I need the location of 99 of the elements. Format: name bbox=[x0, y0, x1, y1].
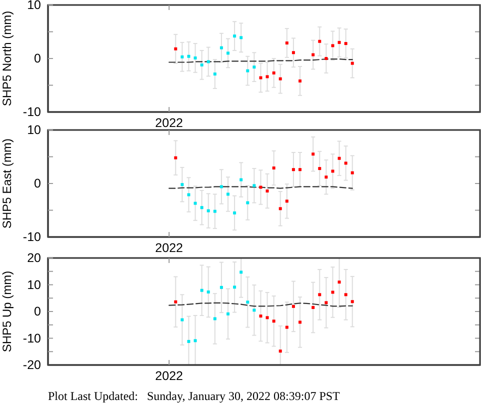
point bbox=[187, 54, 190, 58]
point bbox=[200, 288, 204, 292]
annotation: 2022 bbox=[155, 116, 184, 130]
point bbox=[180, 183, 184, 186]
point bbox=[318, 167, 322, 170]
point bbox=[213, 317, 216, 320]
y-tick-label: -20 bbox=[22, 358, 42, 372]
point bbox=[324, 176, 328, 179]
y-tick-label: 10 bbox=[27, 0, 42, 12]
y-tick-label: 10 bbox=[27, 278, 42, 292]
point bbox=[266, 316, 269, 320]
point bbox=[226, 312, 230, 316]
y-tick-label: 0 bbox=[34, 52, 42, 66]
point bbox=[240, 270, 243, 274]
point bbox=[292, 304, 295, 308]
point bbox=[240, 36, 243, 40]
point bbox=[266, 75, 269, 78]
point bbox=[266, 189, 269, 192]
point bbox=[298, 320, 302, 324]
point bbox=[278, 207, 282, 210]
point bbox=[344, 162, 348, 165]
point bbox=[213, 210, 216, 213]
y-tick-label: -10 bbox=[22, 105, 42, 119]
point bbox=[344, 42, 348, 46]
point bbox=[331, 44, 334, 48]
point bbox=[187, 193, 190, 196]
point bbox=[220, 46, 223, 50]
y-tick-label: -10 bbox=[22, 331, 42, 346]
point bbox=[213, 72, 216, 76]
point bbox=[318, 40, 322, 43]
point bbox=[350, 62, 354, 65]
point bbox=[206, 60, 210, 64]
point bbox=[312, 53, 315, 56]
point bbox=[226, 192, 230, 196]
y-axis-title: SHP5 East (mm) bbox=[0, 138, 14, 229]
y-tick-label: 0 bbox=[34, 304, 42, 318]
point bbox=[344, 293, 348, 296]
point bbox=[194, 339, 197, 342]
point bbox=[200, 206, 204, 210]
point bbox=[338, 280, 341, 284]
point bbox=[312, 152, 315, 156]
y-tick-label: 0 bbox=[34, 176, 42, 190]
point bbox=[285, 326, 288, 329]
y-tick-label: 10 bbox=[27, 123, 42, 137]
point bbox=[200, 63, 204, 66]
point bbox=[194, 202, 197, 205]
point bbox=[331, 290, 334, 294]
point bbox=[194, 56, 197, 60]
point bbox=[174, 47, 178, 50]
point bbox=[298, 79, 302, 82]
point bbox=[292, 51, 295, 54]
point bbox=[233, 211, 236, 214]
point bbox=[318, 293, 322, 296]
point bbox=[338, 40, 341, 44]
point bbox=[331, 170, 334, 173]
point bbox=[226, 52, 230, 55]
point bbox=[285, 41, 288, 44]
point bbox=[252, 308, 256, 312]
point bbox=[174, 300, 178, 304]
point bbox=[180, 55, 184, 58]
point bbox=[285, 200, 288, 203]
point bbox=[292, 168, 295, 172]
point bbox=[338, 156, 341, 160]
point bbox=[233, 286, 236, 289]
point bbox=[233, 34, 236, 38]
point bbox=[220, 185, 223, 188]
point bbox=[350, 300, 354, 304]
point bbox=[246, 300, 250, 304]
point bbox=[298, 168, 302, 172]
point bbox=[259, 186, 262, 189]
point bbox=[187, 340, 190, 343]
y-tick-label: 20 bbox=[27, 251, 42, 265]
point bbox=[174, 156, 178, 160]
text: 2022 bbox=[155, 241, 184, 255]
point bbox=[278, 77, 282, 80]
point bbox=[206, 290, 210, 294]
point bbox=[246, 201, 250, 204]
y-axis-title: SHP5 North (mm) bbox=[0, 10, 14, 106]
point bbox=[259, 314, 262, 318]
point bbox=[206, 209, 210, 212]
y-tick-label: -10 bbox=[22, 230, 42, 244]
text: Plot Last Updated: Sunday, January 30, 2022 08:39:07 PST bbox=[48, 389, 341, 403]
point bbox=[278, 350, 282, 353]
point bbox=[272, 71, 276, 74]
point bbox=[220, 286, 223, 289]
point bbox=[324, 301, 328, 304]
point bbox=[246, 69, 250, 72]
point bbox=[240, 178, 243, 182]
point bbox=[272, 166, 276, 170]
point bbox=[272, 320, 276, 323]
point bbox=[252, 184, 256, 188]
point bbox=[259, 76, 262, 80]
text: 2022 bbox=[155, 369, 184, 383]
y-axis-title: SHP5 Up (mm) bbox=[0, 270, 14, 352]
point bbox=[180, 318, 184, 322]
point bbox=[324, 57, 328, 60]
point bbox=[350, 171, 354, 174]
point bbox=[252, 66, 256, 69]
point bbox=[312, 306, 315, 309]
